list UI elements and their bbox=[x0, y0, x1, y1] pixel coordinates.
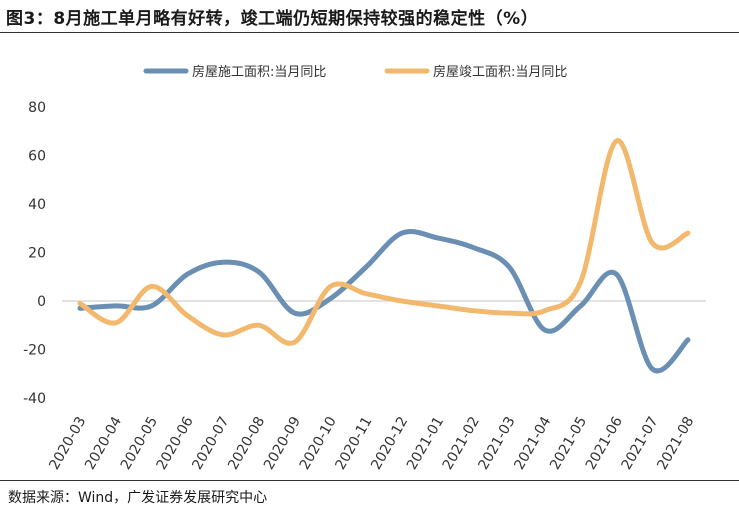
y-tick-label: -20 bbox=[23, 343, 46, 359]
legend-label-series-2: 房屋竣工面积:当月同比 bbox=[433, 64, 567, 80]
series-layer bbox=[77, 138, 691, 374]
y-tick-label: 20 bbox=[28, 246, 46, 262]
y-tick-label: 40 bbox=[28, 197, 46, 213]
footer-divider bbox=[0, 480, 739, 481]
line-chart: 房屋施工面积:当月同比 房屋竣工面积:当月同比 806040200-20-40 … bbox=[23, 64, 706, 473]
y-tick-label: 60 bbox=[28, 149, 46, 165]
chart-title: 图3：8月施工单月略有好转，竣工端仍短期保持较强的稳定性（%） bbox=[6, 9, 539, 29]
y-tick-label: 80 bbox=[28, 100, 46, 116]
legend-label-series-1: 房屋施工面积:当月同比 bbox=[192, 64, 326, 80]
source-note: 数据来源：Wind，广发证券发展研究中心 bbox=[8, 490, 268, 506]
x-axis: 2020-032020-042020-052020-062020-072020-… bbox=[46, 414, 697, 473]
legend: 房屋施工面积:当月同比 房屋竣工面积:当月同比 bbox=[143, 64, 567, 80]
y-tick-label: 0 bbox=[37, 294, 46, 310]
series-line-1 bbox=[77, 228, 691, 374]
series-line-2 bbox=[77, 138, 691, 346]
title-divider bbox=[0, 32, 739, 33]
y-tick-label: -40 bbox=[23, 391, 46, 407]
y-axis: 80 60 40 20 0 -20 -40 bbox=[23, 100, 46, 407]
